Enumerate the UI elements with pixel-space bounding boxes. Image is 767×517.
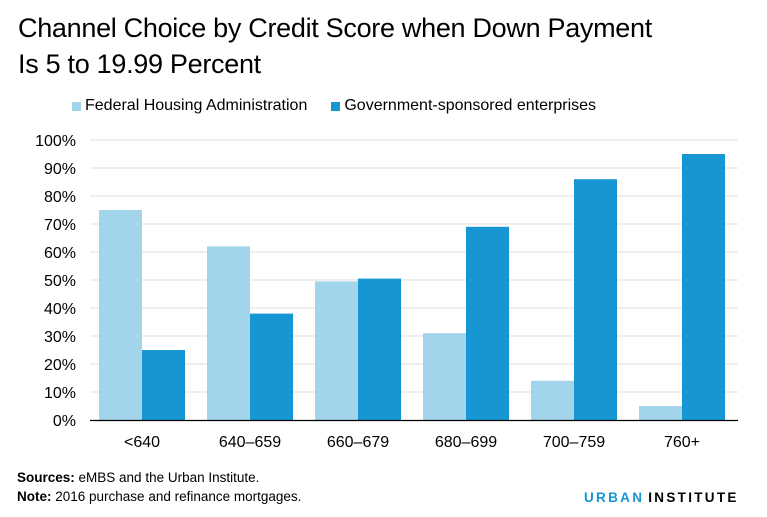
y-tick-label: 20% [44, 357, 76, 374]
x-tick-label: 660–679 [327, 434, 389, 451]
note-line: Note: 2016 purchase and refinance mortga… [17, 487, 301, 506]
sources-text: eMBS and the Urban Institute. [74, 470, 260, 485]
chart-title-line-1: Channel Choice by Credit Score when Down… [18, 13, 652, 43]
bar-fha [531, 380, 574, 420]
footer: Sources: eMBS and the Urban Institute. N… [17, 468, 301, 506]
y-tick-label: 50% [44, 273, 76, 290]
y-tick-label: 40% [44, 301, 76, 318]
y-tick-label: 100% [35, 133, 76, 150]
sources-label: Sources: [17, 470, 75, 485]
y-tick-label: 30% [44, 329, 76, 346]
logo-urban: URBAN [584, 490, 645, 505]
bar-fha [315, 281, 358, 420]
bar-fha [423, 333, 466, 420]
legend-label-gse: Government-sponsored enterprises [344, 97, 597, 114]
bar-gse [682, 154, 725, 420]
y-axis-tick-labels: 0% 10% 20% 30% 40% 50% 60% 70% 80% 90% 100% [35, 133, 76, 430]
chart-title: Channel Choice by Credit Score when Down… [18, 10, 758, 82]
logo-institute: INSTITUTE [648, 490, 739, 505]
sources-line: Sources: eMBS and the Urban Institute. [17, 468, 301, 487]
legend-swatch-gse [331, 101, 341, 111]
legend-item-fha: Federal Housing Administration [72, 97, 307, 115]
chart-title-line-2: Is 5 to 19.99 Percent [18, 49, 261, 79]
x-tick-label: 700–759 [543, 434, 605, 451]
bar-gse [142, 350, 185, 420]
bar-gse [466, 226, 509, 420]
y-tick-label: 70% [44, 217, 76, 234]
bar-fha [99, 210, 142, 420]
y-tick-label: 10% [44, 385, 76, 402]
note-label: Note: [17, 489, 52, 504]
y-tick-label: 0% [53, 413, 76, 430]
x-tick-label: 760+ [664, 434, 700, 451]
y-tick-label: 60% [44, 245, 76, 262]
bar-fha [639, 406, 682, 420]
x-tick-label: 680–699 [435, 434, 497, 451]
bar-gse [358, 278, 401, 420]
gridlines [90, 139, 738, 393]
bars [99, 154, 725, 420]
y-tick-label: 80% [44, 189, 76, 206]
x-axis-tick-labels: <640 640–659 660–679 680–699 700–759 760+ [124, 434, 700, 451]
y-tick-label: 90% [44, 161, 76, 178]
legend-swatch-fha [72, 101, 81, 111]
x-tick-label: <640 [124, 434, 160, 451]
bar-gse [250, 313, 293, 420]
x-tick-label: 640–659 [219, 434, 281, 451]
bar-fha [207, 246, 250, 420]
note-text: 2016 purchase and refinance mortgages. [51, 489, 302, 504]
legend-item-gse: Government-sponsored enterprises [331, 97, 596, 115]
urban-institute-logo: URBAN INSTITUTE [584, 490, 739, 505]
bar-gse [574, 179, 617, 420]
legend: Federal Housing Administration Governmen… [72, 97, 620, 115]
legend-label-fha: Federal Housing Administration [85, 97, 308, 114]
